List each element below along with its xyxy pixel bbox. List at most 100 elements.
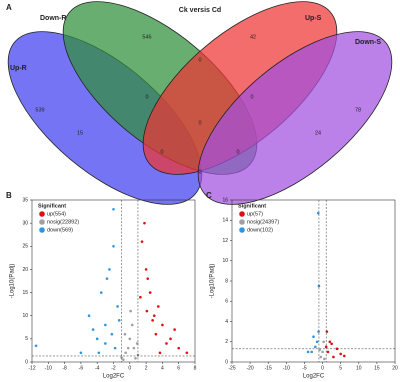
point	[157, 305, 160, 308]
point	[87, 314, 91, 318]
region-count: 546	[142, 34, 151, 40]
point	[317, 284, 321, 288]
set-name: Up-S	[305, 15, 322, 22]
point	[91, 328, 95, 331]
legend-title: Significant	[238, 203, 266, 209]
chart-title: Ck versis Cd	[179, 7, 221, 14]
x-tick-label: -25	[228, 365, 235, 371]
y-tick-label: 8	[225, 278, 228, 284]
point	[158, 351, 162, 355]
legend-swatch	[239, 219, 245, 225]
y-tick-label: 10	[222, 258, 228, 264]
point	[342, 354, 346, 358]
legend-label: up(554)	[47, 211, 66, 217]
point	[134, 356, 137, 360]
point	[104, 342, 107, 345]
point	[112, 207, 115, 211]
y-axis-label: -Log10(Padj)	[210, 264, 216, 299]
y-tick-label: 16	[222, 197, 228, 203]
point	[108, 268, 111, 271]
y-tick-label: 14	[222, 218, 228, 224]
y-tick-label: 2	[225, 339, 228, 345]
point	[169, 337, 172, 341]
region-count: 0	[198, 120, 201, 126]
y-tick-label: 0	[25, 359, 28, 365]
point	[143, 221, 146, 225]
point	[326, 350, 330, 354]
legend-label: nosig(24397)	[247, 219, 279, 225]
point	[319, 355, 323, 359]
point	[315, 340, 319, 344]
point	[113, 346, 117, 350]
legend-label: up(57)	[247, 211, 263, 217]
region-count: 0	[198, 169, 201, 175]
y-tick-label: 10	[22, 313, 28, 319]
region-count: 78	[355, 107, 361, 113]
point	[117, 319, 121, 322]
point	[99, 291, 103, 294]
point	[123, 332, 127, 336]
point	[310, 350, 313, 354]
point	[140, 240, 144, 243]
point	[128, 337, 132, 341]
y-tick-label: 4	[225, 319, 228, 325]
legend-swatch	[239, 211, 245, 217]
point	[339, 352, 342, 356]
region-count: 0	[160, 149, 163, 155]
set-ellipse	[197, 31, 393, 205]
set-name: Down-R	[40, 15, 66, 22]
y-tick-label: 25	[22, 244, 28, 250]
point	[322, 340, 325, 344]
set-name: Down-S	[355, 39, 381, 46]
point	[126, 346, 130, 350]
x-tick-label: -5	[302, 365, 307, 371]
legend-swatch	[39, 219, 45, 225]
point	[330, 342, 333, 346]
x-tick-label: -6	[79, 365, 84, 371]
x-tick-label: -10	[283, 365, 290, 371]
x-axis-label: Log2FC	[103, 374, 125, 380]
y-tick-label: 15	[22, 290, 28, 296]
legend-label: down(102)	[247, 227, 273, 233]
x-tick-label: -4	[95, 365, 100, 371]
x-tick-label: 20	[392, 365, 398, 371]
point	[312, 335, 315, 338]
region-count: 539	[35, 107, 44, 113]
point	[146, 277, 150, 280]
legend-swatch	[39, 211, 45, 217]
legend-swatch	[239, 227, 245, 233]
set-name: Up-R	[10, 65, 27, 72]
x-tick-label: -15	[265, 365, 272, 371]
x-tick-label: 10	[356, 365, 362, 371]
point	[112, 244, 115, 248]
point	[316, 211, 320, 215]
y-tick-label: 30	[22, 220, 28, 226]
point	[104, 323, 107, 327]
point	[139, 295, 142, 299]
point	[120, 356, 123, 359]
region-count: 15	[77, 130, 83, 136]
point	[306, 350, 310, 354]
point	[161, 323, 164, 327]
y-tick-label: 6	[225, 299, 228, 305]
x-tick-label: -10	[45, 365, 52, 371]
y-tick-label: 20	[22, 267, 28, 273]
point	[145, 309, 149, 313]
x-tick-label: -20	[246, 365, 253, 371]
point	[177, 346, 180, 350]
x-tick-label: -12	[28, 365, 35, 371]
point	[317, 330, 320, 333]
x-tick-label: 5	[339, 365, 342, 371]
y-axis-label: -Log10(Padj)	[10, 264, 16, 299]
legend-swatch	[39, 227, 45, 233]
point	[314, 345, 317, 349]
region-count: 0	[198, 57, 201, 63]
point	[328, 340, 332, 344]
panel-label: A	[6, 3, 12, 12]
region-count: 24	[315, 130, 321, 136]
point	[144, 268, 148, 271]
point	[129, 309, 132, 313]
y-tick-label: 5	[25, 336, 28, 342]
point	[97, 351, 101, 355]
point	[121, 358, 125, 361]
